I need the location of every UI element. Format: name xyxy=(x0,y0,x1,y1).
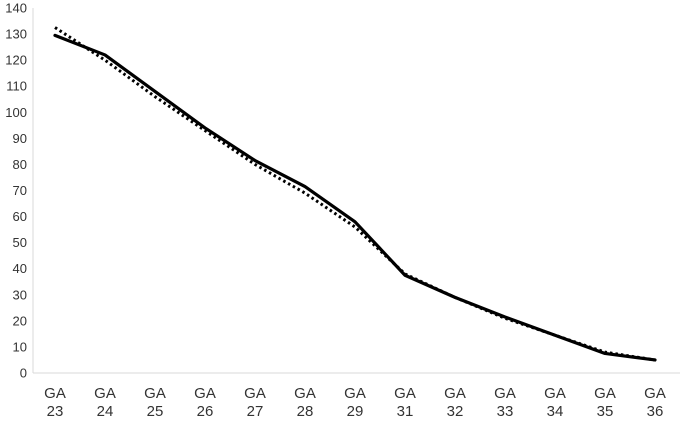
y-tick-label: 80 xyxy=(13,157,27,172)
series-group xyxy=(53,26,657,362)
x-tick-label: GA 28 xyxy=(294,385,316,420)
y-tick-label: 100 xyxy=(5,105,27,120)
x-tick-label: GA 35 xyxy=(594,385,616,420)
x-tick-label: GA 29 xyxy=(344,385,366,420)
y-tick-label: 0 xyxy=(20,366,27,381)
x-tick-label: GA 24 xyxy=(94,385,116,420)
y-tick-label: 120 xyxy=(5,53,27,68)
y-tick-label: 30 xyxy=(13,287,27,302)
x-tick-label: GA 32 xyxy=(444,385,466,420)
y-tick-label: 140 xyxy=(5,1,27,16)
y-axis: 0 10 20 30 40 50 60 70 80 90 100 110 120 130 140 xyxy=(5,1,34,381)
series-line-solid xyxy=(53,33,657,362)
y-tick-label: 130 xyxy=(5,27,27,42)
x-tick-label: GA 31 xyxy=(394,385,416,420)
y-tick-label: 70 xyxy=(13,183,27,198)
y-tick-label: 50 xyxy=(13,235,27,250)
x-tick-label: GA 36 xyxy=(644,385,666,420)
y-tick-label: 40 xyxy=(13,261,27,276)
x-axis: GA 23 GA 24 GA 25 GA 26 GA 27 GA 28 GA 29 GA 31 GA 32 GA 33… xyxy=(33,372,680,420)
y-tick-label: 10 xyxy=(13,339,27,354)
series-line-dotted xyxy=(54,26,656,362)
x-tick-label: GA 27 xyxy=(244,385,266,420)
y-tick-label: 20 xyxy=(13,313,27,328)
x-tick-label: GA 33 xyxy=(494,385,516,420)
y-tick-label: 110 xyxy=(6,79,27,94)
y-tick-label: 60 xyxy=(13,209,27,224)
x-tick-label: GA 23 xyxy=(44,385,66,420)
y-tick-label: 90 xyxy=(13,131,27,146)
x-tick-label: GA 34 xyxy=(544,385,566,420)
x-tick-label: GA 25 xyxy=(144,385,166,420)
x-tick-label: GA 26 xyxy=(194,385,216,420)
